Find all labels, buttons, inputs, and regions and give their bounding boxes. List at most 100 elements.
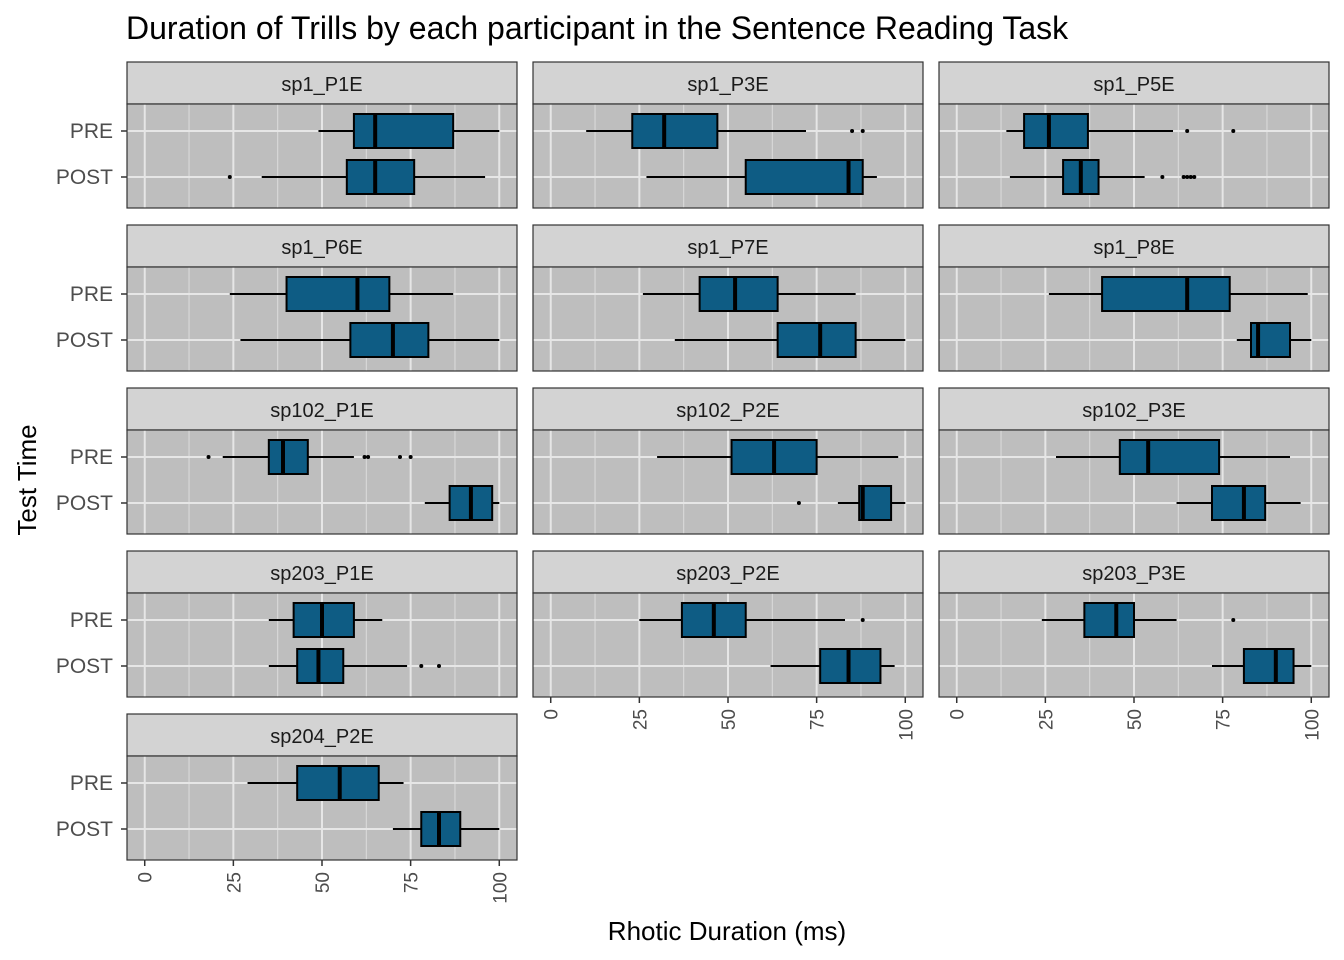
y-tick-label: POST <box>56 329 113 352</box>
outlier-point <box>860 129 865 133</box>
y-tick-label: PRE <box>70 772 113 795</box>
facet-panel: sp1_P1E PRE POST <box>56 61 518 209</box>
box <box>1023 113 1089 149</box>
y-axis-title: Test Time <box>12 424 42 535</box>
y-tick-label: POST <box>56 818 113 841</box>
x-tick-label: 50 <box>313 872 334 893</box>
facet-panel: sp102_P2E <box>532 387 924 535</box>
facet-panel: sp203_P2E 0 25 50 75 100 <box>532 550 924 741</box>
facet-label: sp1_P5E <box>1093 74 1174 96</box>
outlier-point <box>206 455 211 459</box>
facet-panel: sp102_P3E <box>938 387 1330 535</box>
outlier-point <box>1231 129 1236 133</box>
facet-label: sp1_P3E <box>687 74 768 96</box>
facet-label: sp102_P2E <box>676 400 779 422</box>
box <box>349 322 430 358</box>
facet-panel: sp203_P3E 0 25 50 75 100 <box>938 550 1330 741</box>
box <box>1211 485 1267 521</box>
facet-panel: sp1_P5E <box>938 61 1330 209</box>
x-tick-label: 25 <box>224 872 245 893</box>
facet-strip <box>126 550 518 594</box>
outlier-point <box>1160 175 1165 179</box>
outlier-point <box>408 455 413 459</box>
panel-border <box>126 429 518 535</box>
x-tick-label: 100 <box>490 872 511 904</box>
facet-label: sp203_P2E <box>676 563 779 585</box>
panel-border <box>938 103 1330 209</box>
outlier-point <box>850 129 855 133</box>
outlier-point <box>1181 175 1186 179</box>
facet-strip <box>126 713 518 757</box>
facet-strip <box>532 550 924 594</box>
outlier-point <box>1231 618 1236 622</box>
panel-border <box>938 266 1330 372</box>
box <box>267 439 309 475</box>
box <box>1101 276 1231 312</box>
facet-strip <box>532 387 924 431</box>
panel-border <box>126 592 518 698</box>
x-tick-label: 50 <box>1125 709 1146 730</box>
facet-label: sp1_P8E <box>1093 237 1174 259</box>
box <box>352 113 455 149</box>
x-tick-label: 25 <box>1036 709 1057 730</box>
outlier-point <box>860 618 865 622</box>
y-tick-label: PRE <box>70 283 113 306</box>
facet-label: sp203_P1E <box>270 563 373 585</box>
panel-border <box>532 103 924 209</box>
y-tick-label: PRE <box>70 446 113 469</box>
box <box>744 159 864 195</box>
x-tick-label: 100 <box>896 709 917 741</box>
facet-label: sp1_P7E <box>687 237 768 259</box>
facet-panel: sp1_P6E PRE POST <box>56 224 518 372</box>
facet-label: sp204_P2E <box>270 726 373 748</box>
facet-panel: sp203_P1E PRE POST <box>56 550 518 698</box>
facet-strip <box>938 61 1330 105</box>
outlier-point <box>796 501 801 505</box>
facet-label: sp102_P3E <box>1082 400 1185 422</box>
panel-border <box>532 266 924 372</box>
facet-panel: sp1_P8E <box>938 224 1330 372</box>
facet-panels: sp1_P1E PRE POST sp1_P3E sp1_P5E sp1_P6E PRE PO… <box>56 61 1330 904</box>
x-tick-label: 75 <box>1214 709 1235 730</box>
x-tick-label: 0 <box>542 709 563 720</box>
x-axis-title: Rhotic Duration (ms) <box>608 916 846 946</box>
y-tick-label: POST <box>56 492 113 515</box>
x-tick-label: 0 <box>136 872 157 883</box>
outlier-point <box>398 455 402 459</box>
y-tick-label: POST <box>56 655 113 678</box>
outlier-point <box>419 664 424 668</box>
outlier-point <box>1185 175 1190 179</box>
facet-strip <box>938 387 1330 431</box>
facet-strip <box>126 61 518 105</box>
outlier-point <box>366 455 371 459</box>
x-tick-label: 75 <box>808 709 829 730</box>
outlier-point <box>227 175 232 179</box>
box <box>776 322 857 358</box>
x-tick-label: 0 <box>948 709 969 720</box>
y-tick-label: PRE <box>70 120 113 143</box>
y-tick-label: PRE <box>70 609 113 632</box>
outlier-point <box>362 455 367 459</box>
outlier-point <box>1188 175 1193 179</box>
facet-label: sp203_P3E <box>1082 563 1185 585</box>
box <box>631 113 719 149</box>
facet-label: sp1_P6E <box>281 237 362 259</box>
box <box>1083 602 1136 638</box>
panel-border <box>126 266 518 372</box>
box <box>345 159 416 195</box>
facet-strip <box>532 61 924 105</box>
outlier-point <box>437 664 441 668</box>
x-tick-label: 50 <box>719 709 740 730</box>
panel-border <box>532 429 924 535</box>
facet-label: sp1_P1E <box>281 74 362 96</box>
facet-label: sp102_P1E <box>270 400 373 422</box>
box <box>1242 648 1295 684</box>
chart-title: Duration of Trills by each participant i… <box>126 10 1069 46</box>
panel-border <box>126 103 518 209</box>
facet-panel: sp1_P7E <box>532 224 924 372</box>
x-tick-label: 25 <box>630 709 651 730</box>
facet-panel: sp1_P3E <box>532 61 924 209</box>
x-tick-label: 75 <box>402 872 423 893</box>
box <box>285 276 391 312</box>
